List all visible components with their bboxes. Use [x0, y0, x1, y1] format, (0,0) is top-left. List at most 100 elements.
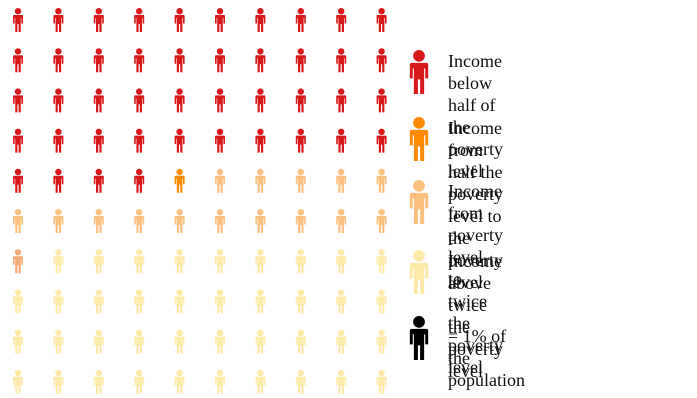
person-mark [295, 88, 306, 113]
person-mark [295, 128, 306, 153]
person-mark [53, 8, 64, 32]
person-mark [174, 209, 185, 233]
person-mark [53, 209, 64, 233]
person-mark [93, 168, 104, 193]
person-mark [376, 369, 387, 394]
person-mark [174, 249, 185, 274]
person-mark [376, 8, 387, 32]
person-mark [255, 289, 266, 314]
person-mark [174, 168, 185, 193]
person-mark [13, 369, 23, 394]
legend-label-poverty-to-twice: Income from poverty level to twice the p… [448, 181, 503, 377]
person-mark [255, 88, 266, 113]
person-mark [215, 128, 225, 153]
person-mark [255, 168, 266, 193]
person-mark [295, 209, 306, 233]
person-mark [215, 369, 225, 394]
person-mark [376, 209, 387, 233]
person-mark [376, 168, 387, 193]
person-mark [215, 249, 225, 274]
pictogram-grid [13, 8, 387, 394]
person-mark [93, 209, 104, 233]
person-mark [255, 329, 266, 354]
person-mark [53, 369, 64, 394]
person-mark [336, 168, 347, 193]
person-mark [215, 168, 225, 193]
person-icon-half-to-poverty [409, 117, 429, 161]
person-mark [215, 209, 225, 233]
person-mark [295, 8, 306, 32]
person-mark [93, 48, 104, 73]
person-mark [134, 249, 145, 274]
person-mark [13, 249, 23, 274]
person-icon-scale [409, 316, 429, 360]
person-mark [295, 48, 306, 73]
person-mark [93, 249, 104, 274]
person-mark [174, 48, 185, 73]
person-mark [134, 88, 145, 113]
person-mark [53, 249, 64, 274]
person-icon-poverty-to-twice [409, 180, 429, 224]
person-mark [13, 88, 23, 113]
person-mark [93, 369, 104, 394]
person-mark [255, 369, 266, 394]
person-mark [336, 48, 347, 73]
person-mark [93, 329, 104, 354]
person-mark [134, 168, 145, 193]
person-mark [13, 209, 23, 233]
person-mark [93, 289, 104, 314]
person-mark [13, 48, 23, 73]
person-mark [13, 329, 23, 354]
person-mark [215, 88, 225, 113]
person-mark [174, 8, 185, 32]
person-mark [215, 329, 225, 354]
person-mark [336, 249, 347, 274]
person-mark [336, 289, 347, 314]
person-mark [295, 249, 306, 274]
person-mark [336, 209, 347, 233]
person-mark [255, 249, 266, 274]
person-mark [295, 329, 306, 354]
person-mark [134, 369, 145, 394]
person-mark [255, 209, 266, 233]
person-mark [174, 289, 185, 314]
person-mark [134, 289, 145, 314]
person-mark [215, 48, 225, 73]
person-mark [134, 128, 145, 153]
person-mark [174, 88, 185, 113]
person-icon-above-twice [409, 250, 429, 294]
person-mark [215, 8, 225, 32]
person-mark [13, 168, 23, 193]
person-mark [53, 289, 64, 314]
person-mark [336, 369, 347, 394]
person-mark [13, 289, 23, 314]
legend-label-below-half: Income below half of the poverty level [448, 51, 503, 181]
person-mark [376, 289, 387, 314]
person-mark [93, 128, 104, 153]
person-mark [174, 128, 185, 153]
legend-scale-label: = 1% of the population [448, 326, 525, 390]
person-mark [376, 329, 387, 354]
person-mark [53, 329, 64, 354]
person-mark [174, 369, 185, 394]
person-mark [376, 249, 387, 274]
person-mark [336, 8, 347, 32]
person-mark [174, 329, 185, 354]
person-mark [255, 8, 266, 32]
person-mark [134, 329, 145, 354]
person-mark [376, 88, 387, 113]
person-mark [376, 128, 387, 153]
person-mark [255, 128, 266, 153]
person-mark [53, 168, 64, 193]
person-mark [295, 369, 306, 394]
person-mark [53, 88, 64, 113]
person-mark [134, 209, 145, 233]
person-mark [295, 289, 306, 314]
person-mark [13, 128, 23, 153]
person-mark [336, 88, 347, 113]
person-mark [13, 8, 23, 32]
person-mark [53, 48, 64, 73]
person-mark [295, 168, 306, 193]
person-mark [93, 8, 104, 32]
person-mark [376, 48, 387, 73]
